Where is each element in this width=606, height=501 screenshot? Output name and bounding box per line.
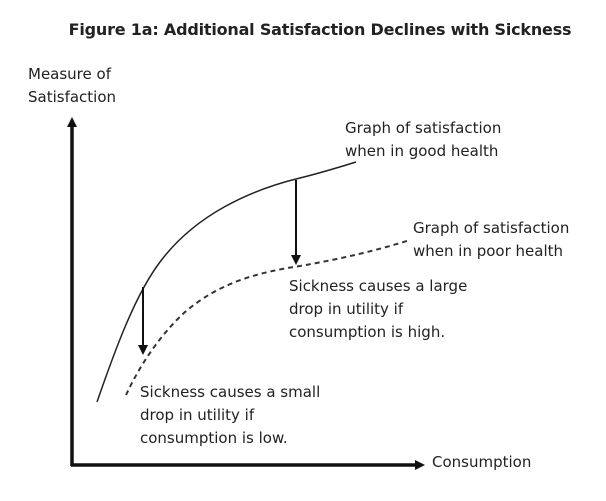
- y-axis-label-line: Satisfaction: [28, 88, 117, 106]
- good-health-curve: [96, 161, 357, 403]
- poor-health-label: Graph of satisfaction when in poor healt…: [413, 217, 569, 263]
- x-axis-label: Consumption: [432, 453, 532, 471]
- y-axis-label: Measure of Satisfaction: [28, 63, 116, 109]
- label-line: drop in utility if: [289, 300, 404, 318]
- label-line: consumption is low.: [140, 429, 288, 447]
- label-line: Graph of satisfaction: [413, 219, 570, 237]
- label-line: Sickness causes a large: [289, 277, 468, 295]
- label-line: drop in utility if: [140, 406, 255, 424]
- good-health-label: Graph of satisfaction when in good healt…: [345, 117, 501, 163]
- label-line: Graph of satisfaction: [345, 119, 502, 137]
- small-drop-annotation: Sickness causes a small drop in utility …: [140, 381, 320, 450]
- label-line: when in good health: [345, 142, 499, 160]
- label-line: consumption is high.: [289, 323, 446, 341]
- label-line: when in poor health: [413, 242, 564, 260]
- figure-title: Figure 1a: Additional Satisfaction Decli…: [68, 20, 572, 39]
- y-axis-label-line: Measure of: [28, 65, 111, 83]
- label-line: Sickness causes a small: [140, 383, 321, 401]
- large-drop-annotation: Sickness causes a large drop in utility …: [289, 275, 467, 344]
- poor-health-curve: [125, 239, 411, 396]
